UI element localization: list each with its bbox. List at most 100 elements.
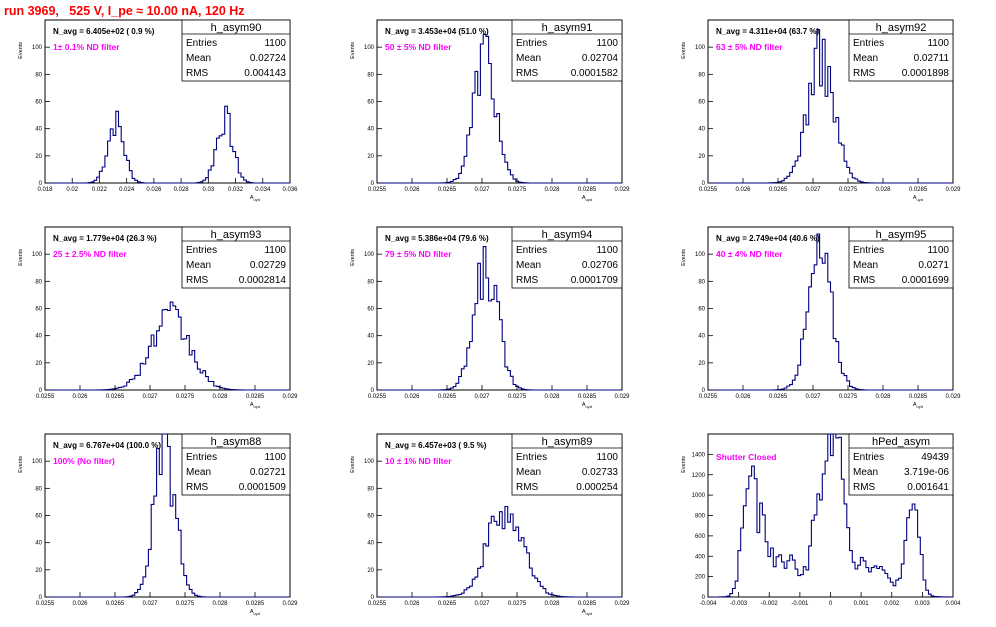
stat-key: RMS	[853, 68, 876, 79]
stat-key: Mean	[516, 260, 541, 271]
x-tick-label: 0.028	[875, 187, 891, 193]
x-tick-label: 0.026	[146, 187, 162, 193]
x-tick-label: 0.003	[915, 601, 931, 607]
y-tick-label: 20	[367, 568, 374, 574]
y-tick-label: 200	[695, 575, 706, 581]
x-tick-label: 0.0275	[508, 187, 527, 193]
y-tick-label: 1200	[692, 473, 706, 479]
x-tick-label: -0.003	[730, 601, 748, 607]
y-tick-label: 20	[35, 154, 42, 160]
y-tick-label: 40	[367, 334, 374, 340]
x-tick-label: 0.028	[544, 394, 560, 400]
y-axis-label: Events	[350, 249, 356, 266]
stat-box	[848, 226, 954, 289]
y-tick-label: 0	[702, 595, 706, 601]
x-tick-label: 0.029	[282, 601, 298, 607]
filter-label: 1± 0.1% ND filter	[53, 42, 120, 52]
x-axis-label: Auyd	[582, 195, 592, 202]
x-tick-label: 0.018	[37, 187, 53, 193]
n-avg-label: N_avg = 5.386e+04 (79.6 %)	[385, 234, 489, 243]
stat-box	[181, 19, 291, 82]
x-tick-label: 0.004	[945, 601, 961, 607]
histogram-svg-h_asym92: 0.0255 0.026 0.0265 0.027 0.0275 0.028 0.0285 0…	[681, 19, 961, 202]
histogram-line	[708, 233, 953, 391]
y-axis-label: Events	[681, 249, 687, 266]
stat-value: 0.02706	[582, 260, 619, 271]
y-tick-label: 60	[35, 307, 42, 313]
x-tick-label: 0.0265	[438, 394, 457, 400]
stat-value: 1100	[596, 452, 618, 463]
x-tick-label: 0.034	[255, 187, 271, 193]
x-axis-label: Auyd	[250, 195, 260, 202]
stat-key: Entries	[853, 38, 884, 49]
histogram-name: h_asym89	[542, 436, 593, 448]
y-tick-label: 60	[698, 307, 705, 313]
y-axis-label: Events	[18, 42, 24, 59]
y-tick-label: 40	[35, 541, 42, 547]
y-tick-label: 100	[32, 45, 43, 51]
n-avg-label: N_avg = 2.749e+04 (40.6 %)	[716, 234, 820, 243]
stat-key: Mean	[853, 467, 878, 478]
x-tick-label: 0.0255	[368, 187, 387, 193]
stat-value: 0.02711	[914, 53, 950, 64]
y-tick-label: 0	[371, 595, 375, 601]
histogram-line	[377, 246, 622, 391]
x-tick-label: 0.026	[735, 187, 751, 193]
y-tick-label: 100	[32, 459, 43, 465]
filter-label: 79 ± 5% ND filter	[385, 249, 452, 259]
x-tick-label: 0.026	[72, 601, 88, 607]
filter-label: 25 ± 2.5% ND filter	[53, 249, 127, 259]
stat-key: Mean	[186, 260, 211, 271]
x-tick-label: 0.027	[474, 187, 490, 193]
x-tick-label: 0.0285	[246, 601, 265, 607]
x-tick-label: 0.0265	[769, 394, 788, 400]
filter-label: 10 ± 1% ND filter	[385, 456, 452, 466]
x-tick-label: 0.0285	[578, 394, 597, 400]
histogram-name: h_asym95	[876, 229, 927, 241]
x-tick-label: 0.026	[404, 601, 420, 607]
stat-key: Mean	[186, 53, 211, 64]
stat-key: Entries	[853, 452, 884, 463]
x-tick-label: 0.028	[544, 601, 560, 607]
x-tick-label: -0.001	[791, 601, 809, 607]
x-tick-label: 0.029	[614, 187, 630, 193]
x-tick-label: 0.0285	[246, 394, 265, 400]
stat-value: 0.02721	[250, 467, 287, 478]
y-tick-label: 100	[364, 45, 375, 51]
stat-value: 0.0271	[918, 260, 949, 271]
x-tick-label: 0.0265	[438, 187, 457, 193]
y-tick-label: 0	[39, 388, 43, 394]
histogram-name: h_asym90	[211, 22, 262, 34]
histogram-panel-h_asym95: 0.0255 0.026 0.0265 0.027 0.0275 0.028 0.0285 0…	[663, 226, 961, 420]
y-axis-label: Events	[350, 42, 356, 59]
histogram-panel-h_asym91: 0.0255 0.026 0.0265 0.027 0.0275 0.028 0.0285 0…	[332, 19, 630, 213]
stat-key: Mean	[853, 53, 878, 64]
filter-label: 50 ± 5% ND filter	[385, 42, 452, 52]
x-tick-label: 0.0285	[909, 394, 928, 400]
x-tick-label: 0.0265	[106, 394, 125, 400]
stat-key: Mean	[853, 260, 878, 271]
x-axis-label: Auyd	[913, 402, 923, 409]
x-tick-label: 0.0255	[699, 187, 718, 193]
x-tick-label: 0.0265	[106, 601, 125, 607]
histogram-line	[45, 105, 290, 184]
y-tick-label: 20	[35, 568, 42, 574]
y-tick-label: 60	[35, 514, 42, 520]
histogram-svg-hPed_asym: -0.004 -0.003 -0.002 -0.001 0 0.001 0.002 0.003…	[681, 433, 961, 607]
x-tick-label: 0.0285	[578, 187, 597, 193]
histogram-line	[377, 505, 622, 598]
stat-value: 0.0001898	[902, 68, 950, 79]
histogram-svg-h_asym94: 0.0255 0.026 0.0265 0.027 0.0275 0.028 0.0285 0…	[350, 226, 630, 409]
y-tick-label: 40	[367, 127, 374, 133]
stat-value: 49439	[921, 452, 949, 463]
y-tick-label: 0	[371, 388, 375, 394]
filter-label: 100% (No filter)	[53, 456, 115, 466]
n-avg-label: N_avg = 6.767e+04 (100.0 %)	[53, 441, 161, 450]
histogram-name: h_asym93	[211, 229, 262, 241]
stat-key: Entries	[853, 245, 884, 256]
x-tick-label: 0.0255	[699, 394, 718, 400]
x-tick-label: 0.028	[174, 187, 190, 193]
x-tick-label: 0.026	[404, 394, 420, 400]
x-tick-label: 0.0275	[508, 394, 527, 400]
histogram-panel-hPed_asym: -0.004 -0.003 -0.002 -0.001 0 0.001 0.002 0.003…	[663, 433, 961, 627]
